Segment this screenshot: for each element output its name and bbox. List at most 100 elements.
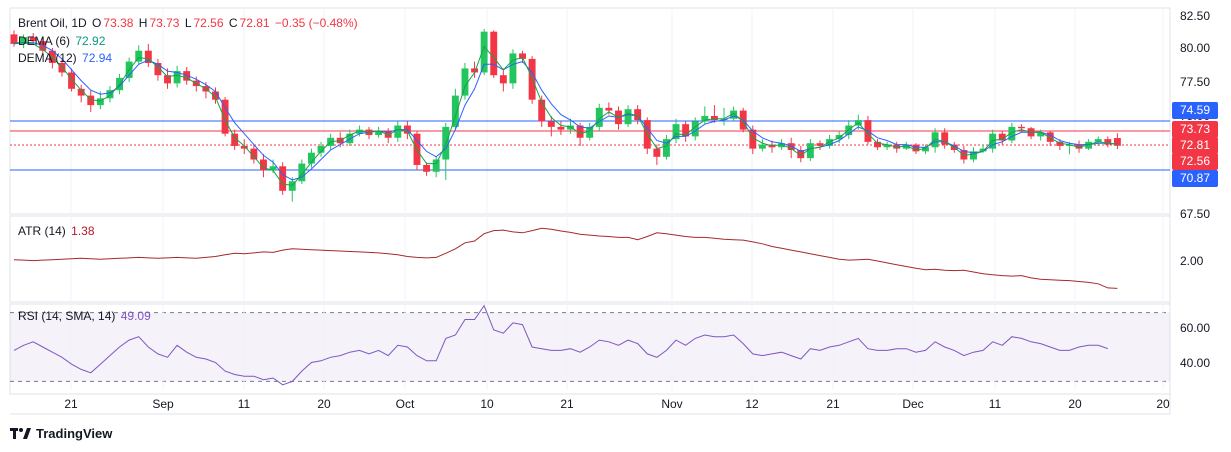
high-label: H [138, 16, 148, 30]
candle-body-80 [778, 143, 786, 148]
open-value: 73.38 [103, 16, 134, 30]
open-label: O [92, 16, 102, 30]
candle-body-16 [164, 75, 171, 84]
candle-body-60 [586, 126, 594, 138]
candle-body-26 [260, 159, 267, 171]
price-axis-label-1: 80.00 [1180, 41, 1210, 55]
candle-body-8 [87, 95, 95, 106]
candle-body-47 [461, 68, 469, 96]
x-axis-label-5: 10 [480, 397, 494, 411]
rsi-axis-label-0: 60.00 [1180, 321, 1210, 335]
candle-body-40 [394, 125, 402, 138]
atr-axis-label-0: 2.00 [1180, 254, 1204, 268]
x-axis-label-6: 21 [560, 397, 574, 411]
candle-body-69 [672, 124, 680, 140]
candle-body-111 [1075, 144, 1083, 149]
rsi-value: 49.09 [120, 309, 151, 323]
candle-body-77 [749, 129, 757, 149]
candle-body-10 [106, 90, 114, 99]
atr-value: 1.38 [71, 224, 95, 238]
candle-body-72 [701, 116, 709, 122]
candle-body-18 [183, 71, 191, 81]
candle-body-58 [567, 125, 574, 130]
candle-body-97 [941, 132, 949, 145]
candle-body-43 [423, 164, 431, 172]
dema6-value: 72.92 [75, 34, 106, 48]
close-label: C [228, 16, 238, 30]
candle-body-104 [1008, 126, 1016, 141]
candle-body-84 [816, 143, 824, 146]
candle-body-105 [1018, 126, 1025, 129]
atr-legend[interactable]: ATR (14) 1.38 [18, 224, 97, 238]
candle-body-3 [39, 41, 47, 51]
candle-body-61 [595, 107, 603, 127]
candle-body-44 [432, 159, 440, 172]
candle-body-29 [288, 181, 296, 191]
price-tag-dema-high: 74.59 [1172, 102, 1218, 119]
candle-body-52 [509, 53, 517, 84]
candle-body-95 [922, 147, 929, 152]
candle-body-39 [384, 130, 392, 138]
price-tag-low: 72.56 [1172, 153, 1218, 170]
candle-body-31 [307, 152, 315, 164]
candle-body-62 [605, 107, 613, 111]
candle-body-35 [346, 133, 354, 144]
rsi-line [13, 304, 1108, 386]
candle-body-115 [1113, 138, 1121, 146]
candle-body-46 [451, 95, 459, 127]
rsi-axis-label-1: 40.00 [1180, 356, 1210, 370]
candle-body-6 [68, 72, 76, 89]
dema12-label: DEMA (12) [18, 51, 77, 65]
dema6-legend[interactable]: DEMA (6) 72.92 [18, 34, 107, 48]
x-axis-label-2: 11 [238, 397, 251, 411]
x-axis-label-12: 20 [1068, 397, 1082, 411]
candle-body-110 [1065, 144, 1073, 146]
candle-body-2 [29, 37, 37, 42]
candle-body-1 [20, 37, 28, 44]
candle-body-28 [279, 166, 287, 191]
dema12-line [13, 42, 1118, 181]
dema6-label: DEMA (6) [18, 34, 71, 48]
candle-body-82 [797, 150, 805, 159]
candle-body-73 [710, 116, 718, 121]
candle-body-114 [1104, 139, 1112, 145]
candle-body-38 [375, 130, 383, 136]
candle-body-92 [893, 144, 901, 149]
candle-body-14 [144, 50, 152, 63]
candle-body-101 [979, 148, 987, 152]
x-axis-label-9: 21 [826, 397, 840, 411]
candle-body-7 [77, 88, 85, 96]
candle-body-17 [173, 71, 181, 84]
close-value: 72.81 [239, 16, 270, 30]
candle-body-23 [231, 133, 239, 146]
candle-body-100 [970, 151, 977, 160]
candle-body-64 [624, 109, 632, 125]
candle-body-25 [250, 148, 258, 160]
candle-body-59 [576, 125, 584, 138]
branding-text: TradingView [36, 426, 113, 441]
price-legend: Brent Oil, 1D O 73.38 H 73.73 L 72.56 C 72.8… [18, 16, 360, 30]
atr-line [13, 227, 1118, 289]
candle-body-15 [154, 62, 162, 76]
candle-body-51 [499, 75, 507, 84]
candle-body-109 [1056, 141, 1064, 146]
x-axis-label-0: 21 [64, 397, 78, 411]
candle-body-81 [787, 143, 795, 150]
candle-body-67 [653, 148, 661, 157]
candle-body-21 [212, 91, 219, 100]
candle-body-71 [691, 121, 699, 137]
symbol-label[interactable]: Brent Oil, 1D [18, 16, 87, 30]
candle-body-103 [998, 133, 1006, 141]
candle-body-70 [682, 124, 690, 137]
tradingview-logo[interactable]: TradingView [10, 426, 112, 441]
candle-body-24 [240, 145, 248, 149]
candle-body-30 [298, 163, 306, 182]
candle-body-0 [10, 34, 18, 44]
candle-body-22 [221, 99, 229, 134]
rsi-legend[interactable]: RSI (14, SMA, 14) 49.09 [18, 309, 153, 323]
candle-body-56 [547, 121, 555, 127]
candle-body-83 [806, 143, 814, 159]
dema12-legend[interactable]: DEMA (12) 72.94 [18, 51, 114, 65]
low-label: L [184, 16, 192, 30]
